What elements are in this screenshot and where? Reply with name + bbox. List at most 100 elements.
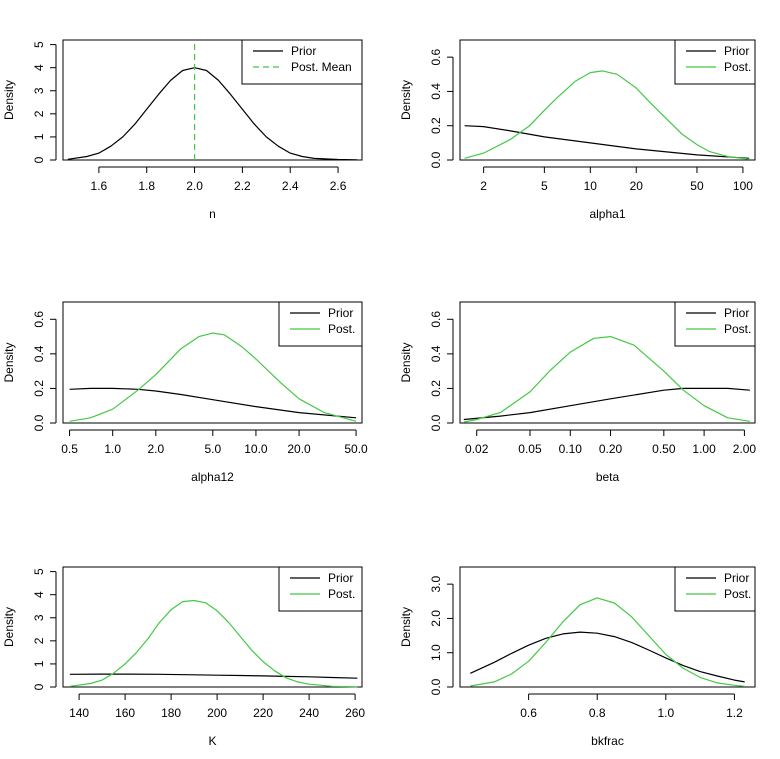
y-tick-label: 1.0 xyxy=(429,644,443,661)
legend-label: Post. xyxy=(724,322,751,336)
legend-label: Prior xyxy=(724,306,749,320)
x-tick-label: 2.0 xyxy=(186,179,203,193)
legend: Prior Post. xyxy=(674,566,756,612)
y-tick-label: 0.2 xyxy=(429,117,443,134)
plot-frame xyxy=(459,566,756,688)
y-tick-label: 0.6 xyxy=(429,48,443,65)
legend: Prior Post. xyxy=(278,566,363,612)
x-tick-label: 20 xyxy=(630,179,644,193)
x-axis-label: alpha12 xyxy=(191,470,234,484)
y-tick-label: 3.0 xyxy=(429,575,443,592)
legend: Prior Post. Mean xyxy=(241,39,363,85)
x-tick-label: 1.0 xyxy=(657,706,674,720)
series-line-2 xyxy=(69,332,357,422)
legend-label: Post. xyxy=(328,322,355,336)
chart-panel-5: 140 160 180 200 220 240 260 0 1 2 3 4 5 K Density Prior… xyxy=(2,566,365,748)
plot-frame xyxy=(62,39,363,161)
y-tick-label: 0.4 xyxy=(32,345,46,362)
chart-panel-6: 0.6 0.8 1.0 1.2 0.0 1.0 2.0 3.0 bkfrac Density Pri… xyxy=(399,566,756,748)
x-tick-label: 0.50 xyxy=(652,442,676,456)
legend-label: Prior xyxy=(291,44,316,58)
legend-label: Post. Mean xyxy=(291,60,352,74)
y-tick-label: 1 xyxy=(32,660,46,667)
series-line-1 xyxy=(463,387,750,421)
x-axis-label: n xyxy=(209,207,216,221)
x-tick-label: 1.8 xyxy=(138,179,155,193)
legend: Prior Post. xyxy=(674,301,756,347)
series-line-2 xyxy=(463,336,750,423)
x-tick-label: 240 xyxy=(299,706,319,720)
x-tick-label: 5.0 xyxy=(204,442,221,456)
legend: Prior Post. xyxy=(278,301,363,347)
x-tick-label: 2.2 xyxy=(234,179,251,193)
series-line-1 xyxy=(470,631,745,683)
y-tick-label: 0.4 xyxy=(429,345,443,362)
y-axis-label: Density xyxy=(399,80,413,120)
x-axis-label: beta xyxy=(596,470,620,484)
legend-label: Prior xyxy=(328,571,353,585)
x-tick-label: 10.0 xyxy=(244,442,268,456)
y-tick-label: 0.6 xyxy=(32,311,46,328)
y-tick-label: 0.2 xyxy=(429,380,443,397)
series-line-2 xyxy=(69,599,358,688)
y-tick-label: 2 xyxy=(32,110,46,117)
x-tick-label: 0.10 xyxy=(559,442,583,456)
chart-panel-4: 0.02 0.05 0.10 0.20 0.50 1.00 2.00 0.0 0.2 0.4 0.6… xyxy=(399,301,757,484)
plot-frame xyxy=(459,301,756,424)
y-tick-label: 0 xyxy=(32,156,46,163)
x-tick-label: 2.00 xyxy=(733,442,757,456)
y-tick-label: 0 xyxy=(32,683,46,690)
x-tick-label: 2.6 xyxy=(330,179,347,193)
series-line-1 xyxy=(69,387,357,419)
y-tick-label: 3 xyxy=(32,614,46,621)
legend-box xyxy=(674,301,756,347)
x-tick-label: 0.6 xyxy=(520,706,537,720)
x-axis-label: K xyxy=(208,734,216,748)
chart-panel-3: 0.5 1.0 2.0 5.0 10.0 20.0 50.0 0.0 0.2 0.4 0.6 alph… xyxy=(2,301,368,484)
y-tick-label: 5 xyxy=(32,568,46,575)
legend-box xyxy=(674,566,756,612)
y-tick-label: 0.0 xyxy=(429,678,443,695)
legend-box xyxy=(278,301,363,347)
y-tick-label: 0.0 xyxy=(32,414,46,431)
x-tick-label: 50 xyxy=(690,179,704,193)
y-tick-label: 1 xyxy=(32,133,46,140)
plot-frame xyxy=(459,39,756,161)
legend: Prior Post. xyxy=(674,39,756,85)
y-tick-label: 0.6 xyxy=(429,311,443,328)
x-tick-label: 200 xyxy=(207,706,227,720)
y-tick-label: 4 xyxy=(32,591,46,598)
legend-label: Post. xyxy=(724,587,751,601)
series-line-2 xyxy=(470,597,745,687)
x-tick-label: 1.2 xyxy=(726,706,743,720)
series-line-1 xyxy=(69,673,358,679)
x-tick-label: 0.02 xyxy=(465,442,489,456)
y-axis-label: Density xyxy=(2,607,16,647)
x-tick-label: 5 xyxy=(541,179,548,193)
x-tick-label: 0.05 xyxy=(518,442,542,456)
legend-box xyxy=(278,566,363,612)
x-tick-label: 2.4 xyxy=(282,179,299,193)
legend-box xyxy=(674,39,756,85)
y-axis-label: Density xyxy=(399,607,413,647)
x-tick-label: 1.6 xyxy=(91,179,108,193)
legend-label: Prior xyxy=(724,571,749,585)
legend-label: Post. xyxy=(724,60,751,74)
x-tick-label: 10 xyxy=(584,179,598,193)
y-tick-label: 4 xyxy=(32,64,46,71)
legend-label: Prior xyxy=(328,306,353,320)
legend-box xyxy=(241,39,363,85)
x-tick-label: 140 xyxy=(69,706,89,720)
y-axis-label: Density xyxy=(2,342,16,382)
chart-panel-2: 2 5 10 20 50 100 0.0 0.2 0.4 0.6 alpha1 Density Prio… xyxy=(399,39,756,221)
y-axis-label: Density xyxy=(399,342,413,382)
y-axis-label: Density xyxy=(2,80,16,120)
x-tick-label: 180 xyxy=(161,706,181,720)
y-tick-label: 0.0 xyxy=(429,414,443,431)
y-tick-label: 2 xyxy=(32,637,46,644)
x-axis-label: bkfrac xyxy=(591,734,624,748)
legend-label: Prior xyxy=(724,44,749,58)
x-tick-label: 20.0 xyxy=(287,442,311,456)
x-tick-label: 1.00 xyxy=(692,442,716,456)
x-tick-label: 0.8 xyxy=(589,706,606,720)
